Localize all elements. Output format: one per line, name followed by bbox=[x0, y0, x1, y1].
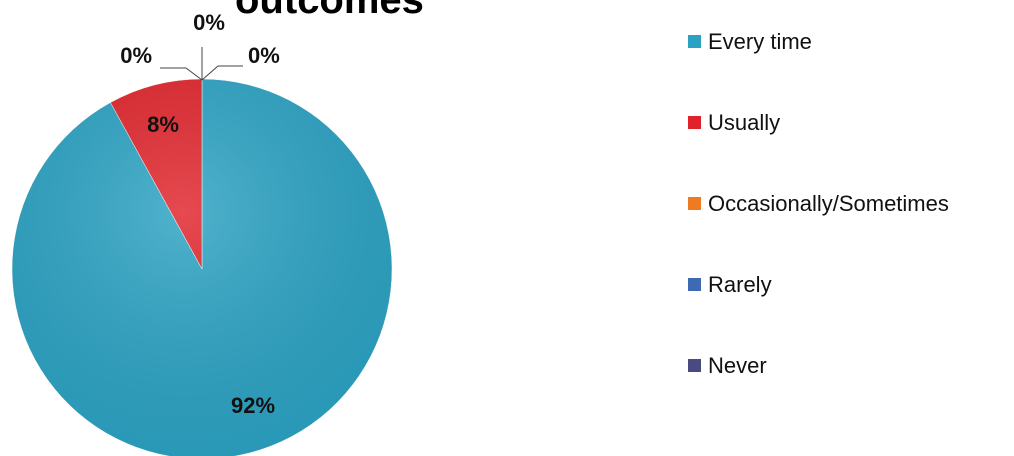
leader-line-never bbox=[160, 67, 203, 81]
legend-label: Never bbox=[708, 352, 767, 378]
legend-item-never: Never bbox=[688, 352, 949, 379]
legend-label: Usually bbox=[708, 109, 781, 135]
data-label-every-time: 92% bbox=[231, 393, 275, 418]
legend-item-rarely: Rarely bbox=[688, 271, 949, 298]
legend-item-usually: Usually bbox=[688, 109, 949, 136]
leader-line-rarely bbox=[201, 65, 243, 81]
data-label-rarely: 0% bbox=[248, 43, 280, 68]
legend-label: Rarely bbox=[708, 271, 772, 297]
legend-item-occasionally-sometimes: Occasionally/Sometimes bbox=[688, 190, 949, 217]
legend-label: Every time bbox=[708, 28, 812, 54]
data-label-occasionally-sometimes: 0% bbox=[193, 10, 225, 35]
legend-swatch bbox=[688, 35, 701, 48]
legend-swatch bbox=[688, 359, 701, 372]
legend-swatch bbox=[688, 197, 701, 210]
chart-title: outcomes bbox=[235, 0, 424, 22]
legend-label: Occasionally/Sometimes bbox=[708, 190, 949, 216]
data-label-never: 0% bbox=[120, 43, 152, 68]
legend-swatch bbox=[688, 116, 701, 129]
legend-item-every-time: Every time bbox=[688, 28, 949, 55]
legend-swatch bbox=[688, 278, 701, 291]
chart-legend: Every time Usually Occasionally/Sometime… bbox=[688, 28, 949, 379]
data-label-usually: 8% bbox=[147, 112, 179, 137]
